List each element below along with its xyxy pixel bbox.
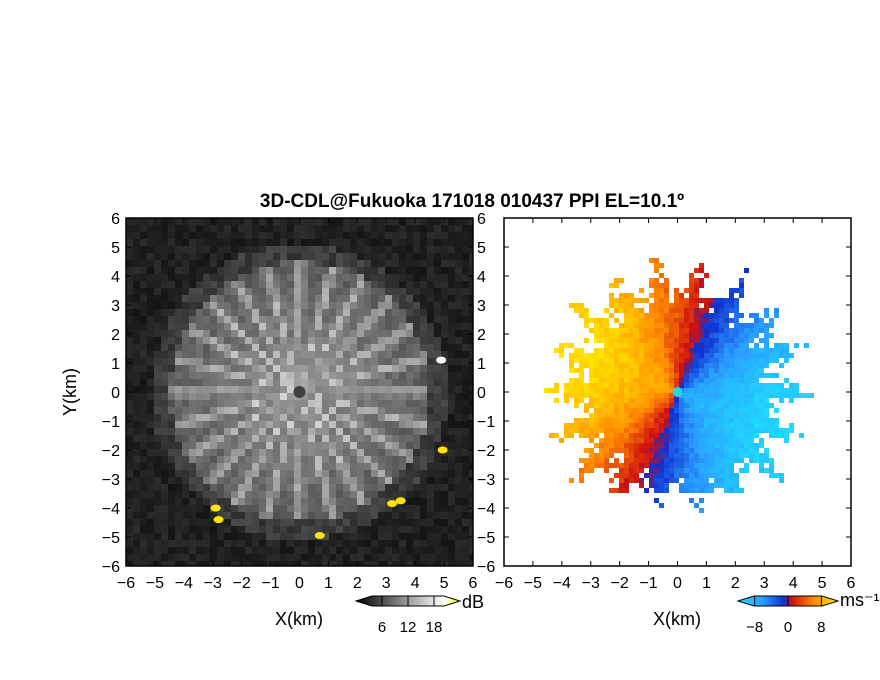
echo-spot-5 (437, 446, 448, 454)
y-tick-label-right: 3 (477, 298, 486, 315)
colorbar-tick-label: 18 (426, 619, 443, 636)
y-tick-label: 2 (111, 327, 120, 344)
velocity-colorbar-unit: ms⁻¹ (840, 590, 880, 610)
x-tick-label: −4 (175, 575, 193, 592)
y-tick-label-right: 1 (477, 356, 486, 373)
x-tick-label: 3 (760, 575, 769, 592)
x-tick-label: −1 (261, 575, 279, 592)
colorbar-tick-label: 12 (400, 619, 417, 636)
y-tick-label: −2 (102, 443, 120, 460)
reflectivity-colorbar: 6 12 18 dB (354, 592, 484, 636)
reflectivity-x-axis-label: X(km) (275, 609, 323, 629)
velocity-panel: −6 −5 −4 −3 −2 −1 0 1 2 3 4 5 6 X(km) (495, 217, 856, 629)
velocity-image (544, 258, 814, 513)
x-tick-label: 4 (411, 575, 420, 592)
colorbar-tick-label: 6 (378, 619, 386, 636)
reflectivity-colorbar-unit: dB (462, 592, 484, 612)
echo-spot-1 (213, 516, 224, 524)
x-tick-label: 1 (702, 575, 711, 592)
reflectivity-panel: −66 6−55 5−44 4−33 3−22 2−11 100 01−1 −12−2 −23−3… (60, 211, 495, 629)
x-tick-label: 3 (382, 575, 391, 592)
x-tick-label: 1 (324, 575, 333, 592)
x-tick-label: −3 (204, 575, 222, 592)
y-tick-label: 3 (111, 298, 120, 315)
y-tick-label: −1 (102, 414, 120, 431)
y-tick-label: 6 (111, 211, 120, 228)
x-tick-label: −2 (233, 575, 251, 592)
echo-spot-3 (395, 497, 406, 505)
echo-spot-6 (436, 356, 447, 364)
y-tick-label-right: 2 (477, 327, 486, 344)
velocity-ticks: −6 −5 −4 −3 −2 −1 0 1 2 3 4 5 6 (495, 217, 856, 592)
y-tick-label-right: 4 (477, 269, 486, 286)
x-tick-label: −4 (553, 575, 571, 592)
velocity-colorbar-ticks: −8 0 8 (746, 596, 826, 636)
x-tick-label: 2 (731, 575, 740, 592)
y-tick-label: −3 (102, 472, 120, 489)
y-tick-label-right: −5 (477, 530, 495, 547)
y-tick-label-right: 0 (477, 385, 486, 402)
x-tick-label: 2 (353, 575, 362, 592)
x-tick-label: 5 (440, 575, 449, 592)
x-tick-label: −5 (146, 575, 164, 592)
y-tick-label-right: −2 (477, 443, 495, 460)
x-tick-label: −1 (639, 575, 657, 592)
reflectivity-ticks: −66 6−55 5−44 4−33 3−22 2−11 100 01−1 −12−2 −23−3… (102, 211, 496, 592)
y-tick-label-right: 5 (477, 240, 486, 257)
x-tick-label: 4 (789, 575, 798, 592)
y-tick-label-right: −6 (477, 559, 495, 576)
x-tick-label: −5 (524, 575, 542, 592)
echo-spot-0 (210, 504, 221, 512)
x-tick-label: −2 (611, 575, 629, 592)
x-tick-label: 0 (295, 575, 304, 592)
y-tick-label-right: −3 (477, 472, 495, 489)
reflectivity-colorbar-ticks: 6 12 18 (378, 596, 443, 636)
x-tick-label: −6 (117, 575, 135, 592)
velocity-center-marker (672, 387, 683, 397)
velocity-x-axis-label: X(km) (653, 609, 701, 629)
y-tick-label-right: −4 (477, 501, 495, 518)
y-tick-label: 1 (111, 356, 120, 373)
x-tick-label: −3 (582, 575, 600, 592)
velocity-colorbar: −8 0 8 ms⁻¹ (736, 590, 880, 636)
x-tick-label: 0 (673, 575, 682, 592)
y-tick-label-right: −1 (477, 414, 495, 431)
colorbar-tick-label: 0 (784, 619, 792, 636)
x-tick-label: 6 (469, 575, 478, 592)
y-tick-label: −5 (102, 530, 120, 547)
reflectivity-y-axis-label: Y(km) (60, 368, 80, 416)
colorbar-tick-label: 8 (817, 619, 825, 636)
x-tick-label: −6 (495, 575, 513, 592)
y-tick-label: 4 (111, 269, 120, 286)
x-tick-label: 6 (847, 575, 856, 592)
radar-center-marker (293, 386, 306, 398)
y-tick-label: 0 (111, 385, 120, 402)
y-tick-label-right: 6 (477, 211, 486, 228)
y-tick-label: 5 (111, 240, 120, 257)
colorbar-tick-label: −8 (746, 619, 763, 636)
reflectivity-image (126, 218, 473, 566)
y-tick-label: −4 (102, 501, 120, 518)
x-tick-label: 5 (818, 575, 827, 592)
echo-spot-2 (387, 500, 398, 508)
chart-title: 3D-CDL@Fukuoka 171018 010437 PPI EL=10.1… (260, 191, 684, 212)
echo-spot-4 (314, 532, 325, 540)
y-tick-label: −6 (102, 559, 120, 576)
